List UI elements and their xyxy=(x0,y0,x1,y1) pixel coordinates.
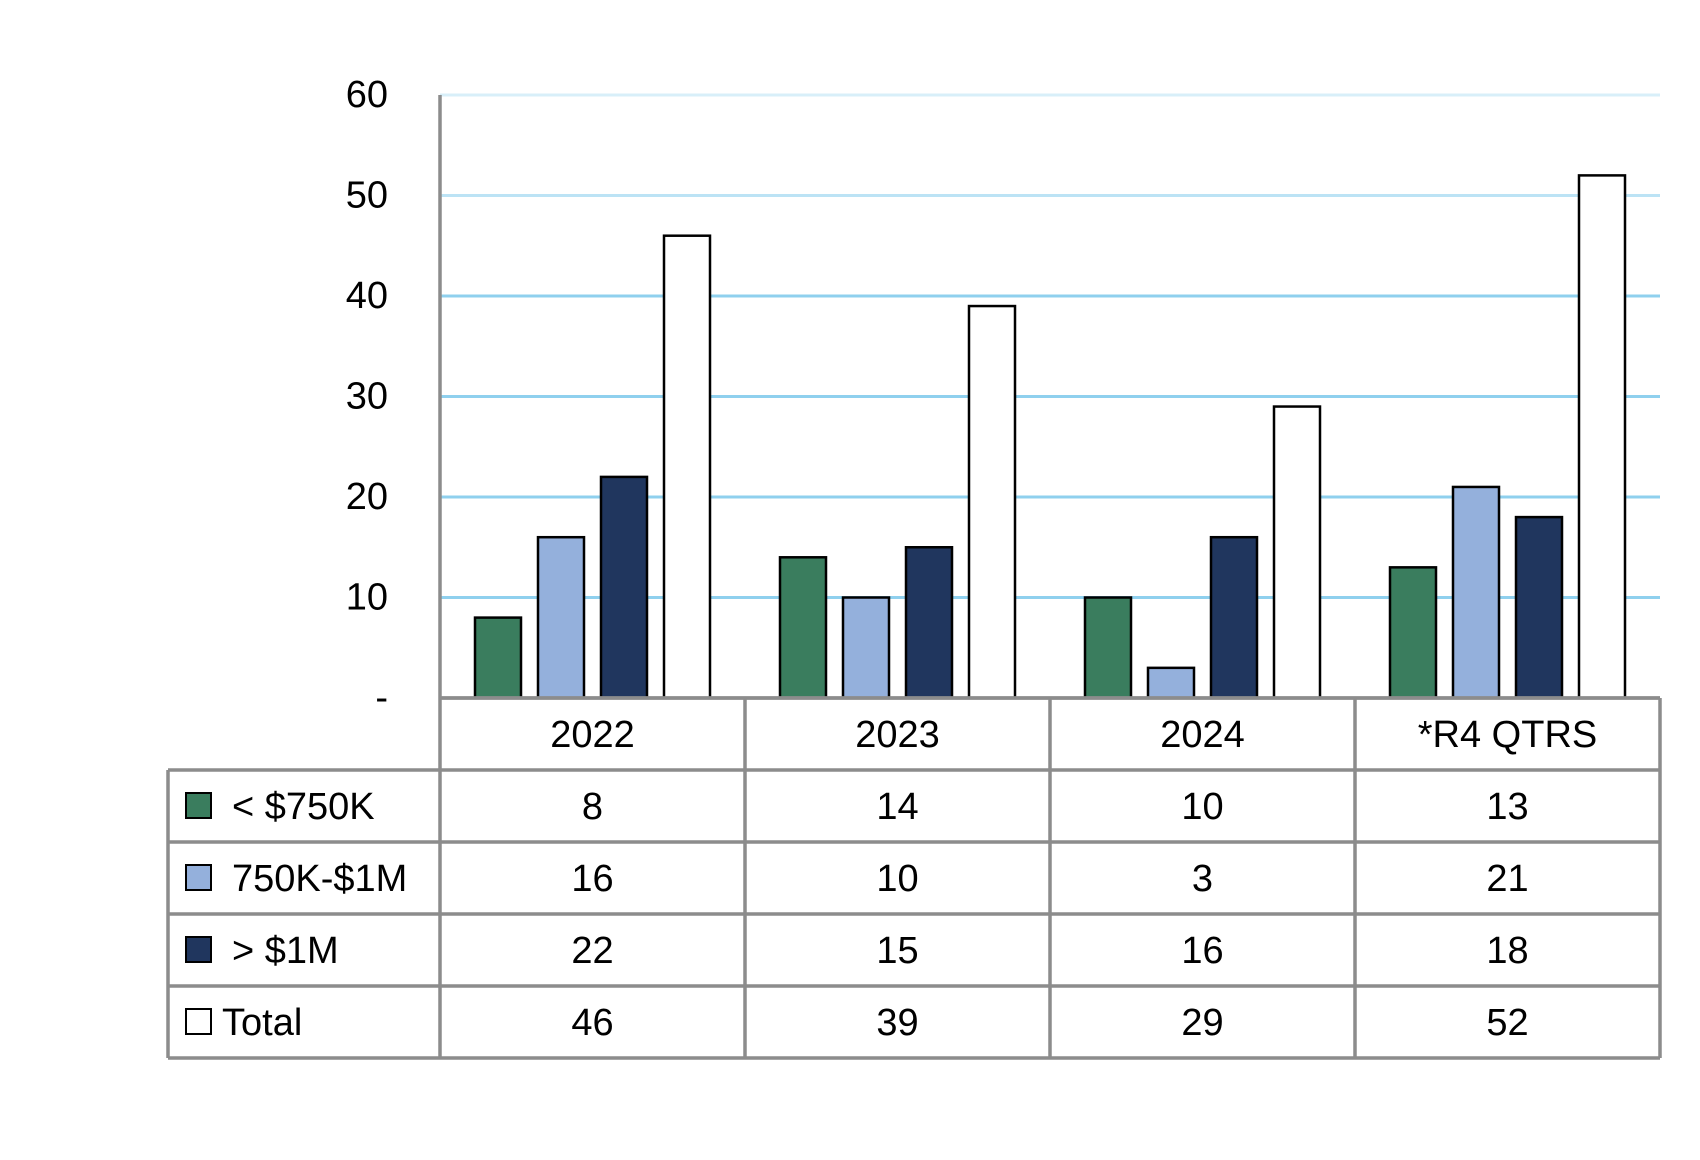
category-label: *R4 QTRS xyxy=(1418,714,1597,756)
data-value-label: 8 xyxy=(582,786,603,828)
bar xyxy=(778,556,828,700)
bar xyxy=(967,304,1017,700)
bar xyxy=(473,616,523,700)
data-value-label: 10 xyxy=(1181,786,1223,828)
bar xyxy=(841,596,891,700)
data-value-label: 3 xyxy=(1192,858,1213,900)
data-value-label: 13 xyxy=(1486,786,1528,828)
bar xyxy=(662,234,712,700)
legend-key xyxy=(185,792,212,819)
bar xyxy=(1083,596,1133,700)
series-name-label: 750K-$1M xyxy=(232,858,407,900)
category-label: 2023 xyxy=(855,714,940,756)
data-value-label: 46 xyxy=(571,1002,613,1044)
category-label: 2024 xyxy=(1160,714,1245,756)
bar xyxy=(1451,485,1501,700)
legend-key xyxy=(185,864,212,891)
axes xyxy=(438,95,1660,700)
data-value-label: 22 xyxy=(571,930,613,972)
data-value-label: 14 xyxy=(876,786,918,828)
data-value-label: 15 xyxy=(876,930,918,972)
data-value-label: 21 xyxy=(1486,858,1528,900)
bar xyxy=(1209,535,1259,700)
y-axis-tick-labels: - 10 20 30 40 50 60 xyxy=(346,74,388,719)
category-label: 2022 xyxy=(550,714,635,756)
y-tick-label: 40 xyxy=(346,275,388,317)
series-name-label: < $750K xyxy=(232,786,375,828)
data-value-label: 39 xyxy=(876,1002,918,1044)
bar xyxy=(599,475,649,700)
data-value-label: 29 xyxy=(1181,1002,1223,1044)
data-value-label: 16 xyxy=(571,858,613,900)
y-tick-label: 20 xyxy=(346,476,388,518)
bar xyxy=(1577,174,1627,700)
series-name-label: Total xyxy=(222,1002,302,1044)
data-value-label: 10 xyxy=(876,858,918,900)
bar xyxy=(1514,515,1564,700)
legend-key xyxy=(185,936,212,963)
bar xyxy=(1146,666,1196,700)
legend-key xyxy=(185,1008,212,1035)
data-value-label: 16 xyxy=(1181,930,1223,972)
bar xyxy=(1272,405,1322,700)
bar xyxy=(536,535,586,700)
series-name-label: > $1M xyxy=(232,930,339,972)
bars xyxy=(473,174,1627,700)
y-tick-label: 10 xyxy=(346,577,388,619)
data-table: 2022 2023 2024 *R4 QTRS < $750K 8 14 10 13 750K-$… xyxy=(166,696,1662,1060)
data-value-label: 52 xyxy=(1486,1002,1528,1044)
bar xyxy=(904,546,954,700)
y-tick-label: 60 xyxy=(346,74,388,116)
data-value-label: 18 xyxy=(1486,930,1528,972)
y-tick-label: 30 xyxy=(346,376,388,418)
y-tick-label: - xyxy=(375,677,388,719)
bar xyxy=(1388,566,1438,700)
y-tick-label: 50 xyxy=(346,175,388,217)
